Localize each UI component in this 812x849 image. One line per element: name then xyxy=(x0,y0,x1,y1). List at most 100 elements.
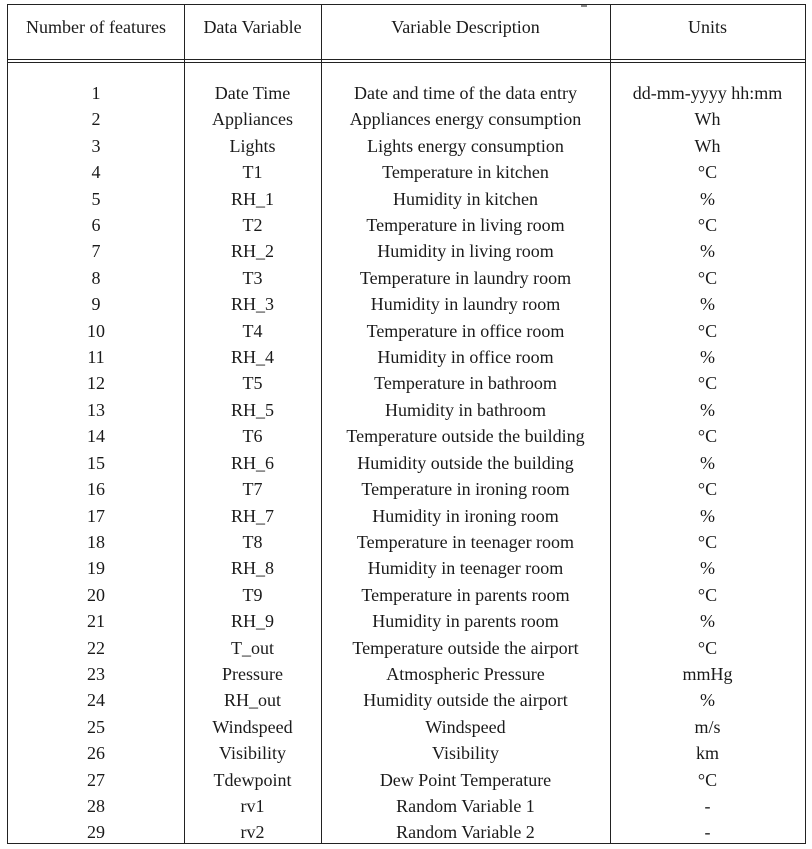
table-row: 23 Pressure Atmospheric Pressure mmHg xyxy=(8,661,805,687)
cell-units: % xyxy=(700,690,715,711)
header-number-of-features: Number of features xyxy=(26,17,166,37)
table-row: 11 RH_4 Humidity in office room% xyxy=(8,344,805,370)
table-row: 18 T8 Temperature in teenager room °C xyxy=(8,529,805,555)
cell-data-variable: T5 xyxy=(242,373,263,394)
header-row: Number of features Data Variable Variabl… xyxy=(8,5,805,63)
cell-variable-description: Windspeed xyxy=(425,716,506,737)
cell-units: °C xyxy=(697,320,718,341)
table-row: 10 T4 Temperature in office room °C xyxy=(8,318,805,344)
cell-feature-number: 29 xyxy=(87,822,105,843)
table-row: 29 rv2 Random Variable 2 - xyxy=(8,819,805,845)
cell-variable-description: Humidity in teenager room xyxy=(367,558,564,579)
cell-data-variable: T_out xyxy=(231,637,274,658)
cell-data-variable: RH_9 xyxy=(230,611,274,632)
column-divider xyxy=(184,5,185,843)
table-row: 28 rv1 Random Variable 1 - xyxy=(8,793,805,819)
cell-variable-description: Humidity in living room xyxy=(377,241,554,262)
cell-variable-description: Temperature outside the building xyxy=(346,426,585,447)
table-row: 25 Windspeed Windspeed m/s xyxy=(8,714,805,740)
cell-feature-number: 21 xyxy=(87,611,105,632)
cell-units: % xyxy=(700,505,715,526)
cell-units: °C xyxy=(697,584,718,605)
table-row: 15 RH_6 Humidity outside the building% xyxy=(8,450,805,476)
cell-variable-description: Random Variable 1 xyxy=(396,795,535,816)
cell-units: % xyxy=(700,452,715,473)
header-spacer xyxy=(8,63,805,80)
cell-data-variable: T6 xyxy=(242,426,263,447)
column-divider xyxy=(321,5,322,843)
cell-feature-number: 9 xyxy=(91,294,101,315)
cell-units: % xyxy=(700,399,715,420)
cell-feature-number: 25 xyxy=(87,716,105,737)
cell-units: °C xyxy=(697,162,718,183)
cell-data-variable: Lights xyxy=(229,135,276,156)
table-row: 19 RH_8 Humidity in teenager room% xyxy=(8,555,805,581)
cell-units: °C xyxy=(697,373,718,394)
cell-data-variable: rv2 xyxy=(240,822,265,843)
cell-feature-number: 18 xyxy=(87,531,105,552)
cell-units: Wh xyxy=(694,135,721,156)
cell-feature-number: 10 xyxy=(87,320,105,341)
cell-data-variable: T3 xyxy=(242,267,263,288)
cell-variable-description: Lights energy consumption xyxy=(367,135,564,156)
table-row: 6 T2 Temperature in living room °C xyxy=(8,212,805,238)
cell-feature-number: 17 xyxy=(87,505,105,526)
cell-units: km xyxy=(695,743,719,764)
table-row: 27 Tdewpoint Dew Point Temperature °C xyxy=(8,767,805,793)
cell-variable-description: Humidity outside the building xyxy=(357,452,574,473)
cell-data-variable: RH_6 xyxy=(230,452,274,473)
header-units: Units xyxy=(687,17,727,37)
cell-variable-description: Humidity outside the airport xyxy=(363,690,568,711)
table-row: 3 Lights Lights energy consumption Wh xyxy=(8,133,805,159)
cell-variable-description: Temperature in bathroom xyxy=(374,373,557,394)
table-row: 4 T1 Temperature in kitchen °C xyxy=(8,159,805,185)
table-row: 22 T_out Temperature outside the airport °C xyxy=(8,635,805,661)
cell-feature-number: 8 xyxy=(91,267,101,288)
cell-feature-number: 19 xyxy=(87,558,105,579)
cell-variable-description: Visibility xyxy=(432,743,499,764)
header-data-variable: Data Variable xyxy=(203,17,302,37)
cell-data-variable: RH_2 xyxy=(230,241,274,262)
cell-variable-description: Dew Point Temperature xyxy=(379,769,552,790)
cell-variable-description: Temperature in kitchen xyxy=(382,162,549,183)
cell-units: - xyxy=(704,822,711,843)
table-row: 26 Visibility Visibility km xyxy=(8,740,805,766)
cell-feature-number: 4 xyxy=(91,162,101,183)
cell-units: °C xyxy=(697,769,718,790)
table-row: 5 RH_1 Humidity in kitchen% xyxy=(8,186,805,212)
cell-feature-number: 1 xyxy=(91,83,101,103)
cell-units: - xyxy=(704,795,711,816)
table-row: 12 T5 Temperature in bathroom °C xyxy=(8,370,805,396)
features-table-frame: Number of features Data Variable Variabl… xyxy=(7,4,806,844)
cell-data-variable: T1 xyxy=(242,162,263,183)
cell-units: Wh xyxy=(694,109,721,130)
cell-units: m/s xyxy=(694,716,721,737)
cell-data-variable: Windspeed xyxy=(212,716,293,737)
cell-variable-description: Humidity in ironing room xyxy=(372,505,559,526)
cell-feature-number: 22 xyxy=(87,637,105,658)
cell-feature-number: 6 xyxy=(91,215,101,236)
cell-data-variable: rv1 xyxy=(240,795,265,816)
cell-variable-description: Temperature in parents room xyxy=(361,584,570,605)
cell-data-variable: T4 xyxy=(242,320,263,341)
cell-variable-description: Temperature outside the airport xyxy=(352,637,579,658)
cell-data-variable: Tdewpoint xyxy=(213,769,292,790)
cell-units: % xyxy=(700,347,715,368)
header-variable-description: Variable Description xyxy=(391,17,540,37)
header-rule-double xyxy=(8,62,805,63)
table-row: 14 T6 Temperature outside the building °C xyxy=(8,423,805,449)
top-edge-mark xyxy=(581,5,587,7)
table-header: Number of features Data Variable Variabl… xyxy=(8,5,805,63)
cell-data-variable: T2 xyxy=(242,215,263,236)
cell-feature-number: 27 xyxy=(87,769,105,790)
table-body: 1 Date Time Date and time of the data entr… xyxy=(8,63,805,846)
cell-units: °C xyxy=(697,637,718,658)
cell-variable-description: Temperature in living room xyxy=(366,215,565,236)
cell-units: % xyxy=(700,241,715,262)
cell-feature-number: 12 xyxy=(87,373,105,394)
cell-units: mmHg xyxy=(682,663,733,684)
cell-data-variable: Visibility xyxy=(219,743,286,764)
table-row: 16 T7 Temperature in ironing room °C xyxy=(8,476,805,502)
cell-feature-number: 24 xyxy=(87,690,105,711)
cell-feature-number: 11 xyxy=(87,347,105,368)
